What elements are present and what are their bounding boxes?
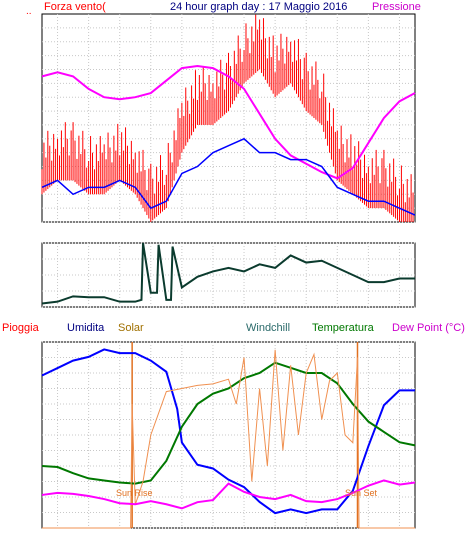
temperature-humidity-chart: Pioggia Umidita Solar Windchill Temperat… (2, 322, 465, 529)
pressure-line (41, 64, 416, 180)
wind-pressure-chart: Forza vento( 24 hour graph day : 17 Magg… (26, 1, 421, 223)
chart-title: 24 hour graph day : 17 Maggio 2016 (170, 1, 347, 13)
humidity-legend-label: Umidita (67, 322, 105, 334)
temperature-legend-label: Temperatura (312, 322, 375, 334)
solar-legend-label: Solar (118, 322, 144, 334)
pressure-axis-label: Pressione (372, 1, 421, 13)
sunrise-label: Sun Rise (116, 488, 153, 498)
wind-axis-label: Forza vento( (44, 1, 106, 13)
temperature-line (41, 361, 416, 485)
wind-direction-grid (42, 242, 415, 308)
average-wind-line (41, 137, 416, 216)
wind-pressure-series (41, 14, 416, 222)
dewpoint-line (41, 479, 416, 510)
wind-axis-top-label: .. (26, 6, 32, 17)
wind-direction-chart (41, 242, 416, 308)
windchill-legend-label: Windchill (246, 322, 290, 334)
wind-direction-series (41, 242, 415, 305)
sunset-label: Sun Set (345, 488, 378, 498)
rain-legend-label: Pioggia (2, 322, 40, 334)
temperature-humidity-series (41, 342, 416, 529)
solar-line (42, 349, 415, 529)
dewpoint-legend-label: Dew Point (°C) (392, 322, 465, 334)
wind-direction-line (41, 242, 415, 305)
